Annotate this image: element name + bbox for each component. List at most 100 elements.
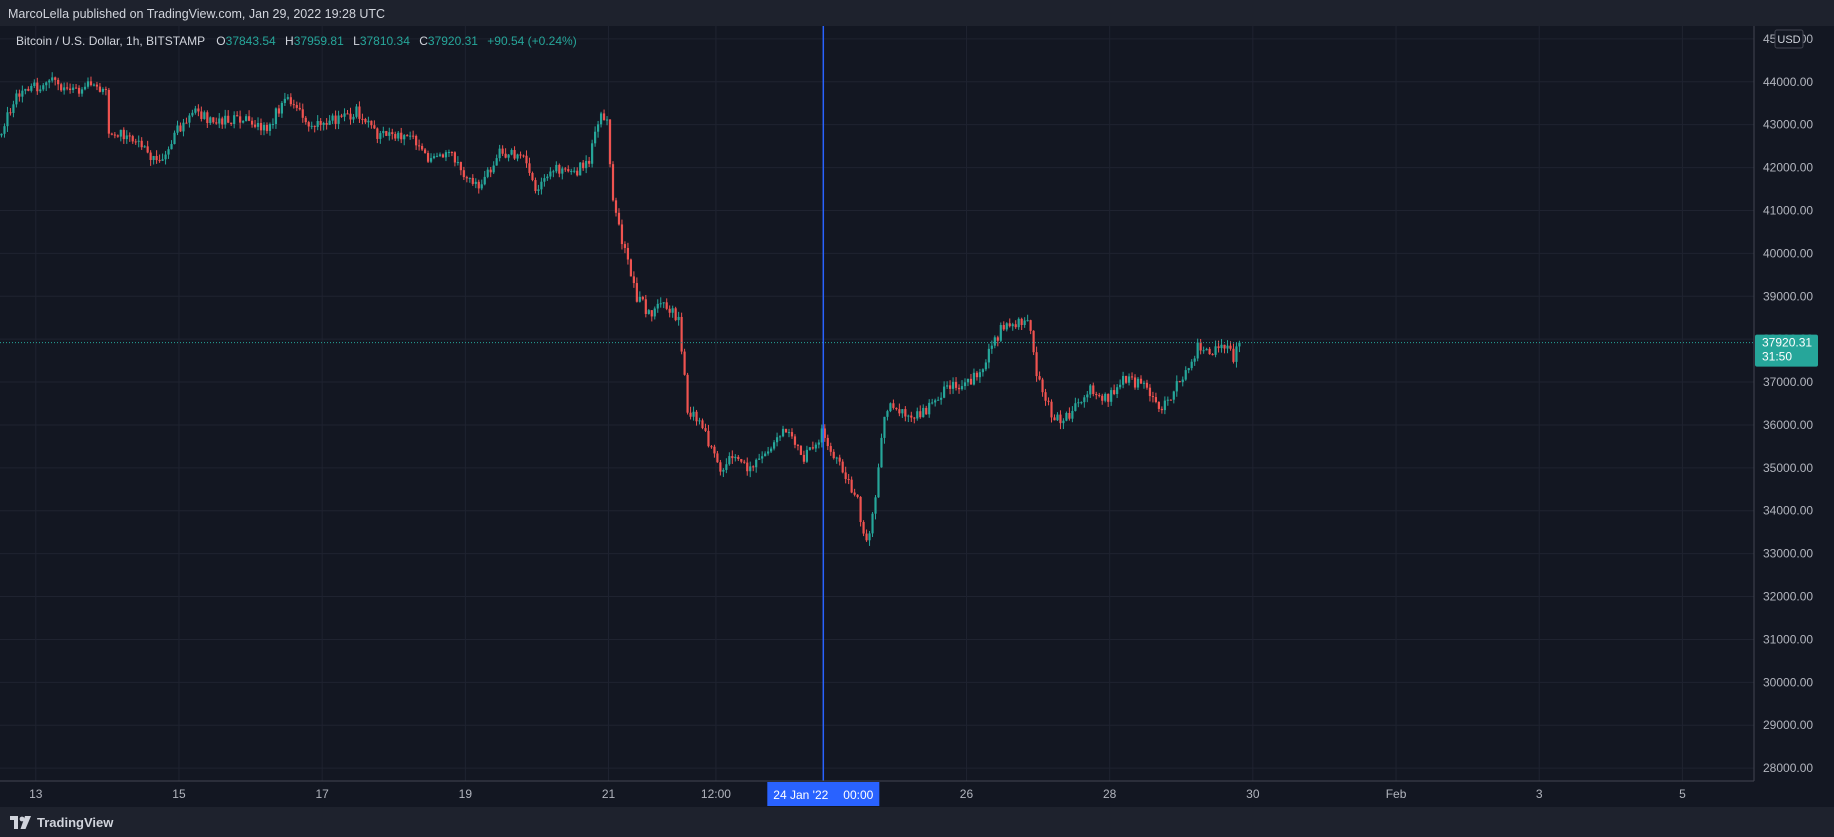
candle-body — [155, 156, 158, 161]
candle-body — [271, 124, 275, 126]
candle-body — [510, 150, 513, 155]
candle-body — [540, 181, 543, 190]
candle-body — [734, 456, 737, 459]
candle-body — [474, 181, 477, 184]
candle-body — [465, 177, 468, 179]
candle-body — [683, 351, 686, 375]
candle-body — [116, 135, 119, 137]
candle-body — [716, 453, 719, 463]
candle-body — [1071, 410, 1074, 419]
candle-body — [948, 385, 952, 389]
candle-body — [886, 411, 889, 417]
candle-body — [710, 446, 713, 448]
candle-body — [158, 160, 161, 162]
candle-body — [704, 428, 707, 431]
candle-body — [749, 466, 752, 472]
candle-body — [1178, 381, 1181, 383]
candle-body — [865, 533, 868, 541]
candle-body — [80, 89, 84, 94]
candle-body — [671, 308, 674, 313]
candle-body — [176, 125, 179, 133]
candle-body — [86, 81, 90, 87]
candle-body — [844, 472, 847, 480]
candle-body — [501, 148, 504, 154]
candle-body — [1220, 344, 1223, 349]
candle-body — [1193, 358, 1196, 362]
candle-body — [1175, 381, 1178, 392]
candle-body — [1166, 399, 1169, 401]
candle-body — [525, 155, 528, 164]
last-price-tag: 37920.31 31:50 — [1755, 334, 1818, 367]
price-chart[interactable]: 28000.00 29000.00 30000.00 31000.00 32000.00… — [0, 26, 1834, 806]
candle-body — [313, 125, 316, 127]
candle-body — [889, 403, 892, 412]
time-tick-label: 30 — [1246, 787, 1260, 801]
candle-body — [528, 163, 531, 173]
tradingview-logo[interactable]: TradingView — [10, 815, 113, 830]
candle-body — [677, 316, 680, 321]
candle-body — [89, 81, 93, 86]
currency-badge[interactable]: USD — [1774, 29, 1804, 49]
publisher-bar: MarcoLella published on TradingView.com,… — [0, 0, 1834, 26]
candle-body — [605, 119, 609, 121]
candle-body — [182, 122, 185, 132]
price-tick-label: 39000.00 — [1763, 289, 1813, 303]
candle-body — [1154, 397, 1158, 402]
candle-body — [259, 123, 263, 131]
candle-body — [951, 381, 955, 389]
candle-body — [224, 115, 227, 125]
candle-body — [379, 133, 382, 139]
candle-body — [230, 122, 233, 124]
candle-body — [1083, 397, 1086, 403]
candle-body — [1160, 408, 1163, 411]
candle-body — [978, 372, 982, 378]
legend-symbol: Bitcoin / U.S. Dollar, 1h, BITSTAMP — [16, 34, 205, 48]
candle-body — [570, 170, 573, 172]
candle-body — [1172, 391, 1175, 400]
price-tick-label: 30000.00 — [1763, 675, 1813, 689]
candle-body — [558, 164, 561, 174]
candle-body — [1232, 348, 1235, 362]
candle-body — [268, 124, 272, 131]
candle-body — [910, 415, 913, 418]
candle-body — [328, 120, 331, 125]
candle-body — [513, 150, 516, 159]
tradingview-brand: TradingView — [37, 815, 114, 830]
candle-body — [385, 131, 388, 136]
candle-body — [60, 84, 63, 91]
candle-body — [1163, 400, 1166, 411]
candle-body — [608, 119, 612, 165]
chart-grid — [0, 26, 1754, 781]
candle-body — [415, 135, 418, 146]
candle-body — [134, 141, 137, 143]
candle-body — [1086, 394, 1089, 398]
candle-body — [137, 140, 140, 142]
candle-body — [674, 308, 677, 321]
candle-body — [522, 155, 525, 157]
candle-body — [594, 131, 597, 144]
legend-change: +90.54 (+0.24%) — [487, 34, 576, 48]
candle-body — [856, 494, 859, 497]
candle-body — [826, 437, 829, 447]
candle-body — [298, 107, 301, 110]
candle-body — [922, 407, 925, 418]
time-tick-label: 26 — [960, 787, 974, 801]
candle-body — [295, 105, 298, 108]
candle-body — [665, 302, 668, 309]
candle-body — [719, 462, 722, 472]
candle-body — [934, 400, 937, 403]
candle-body — [209, 117, 212, 124]
candle-body — [107, 89, 110, 134]
candle-body — [1226, 345, 1229, 349]
candle-body — [764, 453, 767, 457]
candle-body — [990, 345, 993, 349]
candle-body — [519, 154, 522, 156]
candle-body — [426, 153, 430, 162]
legend-low-label: L — [353, 34, 360, 48]
candle-body — [937, 399, 940, 401]
candle-body — [77, 87, 81, 94]
candle-body — [656, 303, 659, 309]
candle-body — [1038, 376, 1041, 380]
candle-body — [963, 382, 967, 387]
candle-body — [206, 112, 209, 124]
